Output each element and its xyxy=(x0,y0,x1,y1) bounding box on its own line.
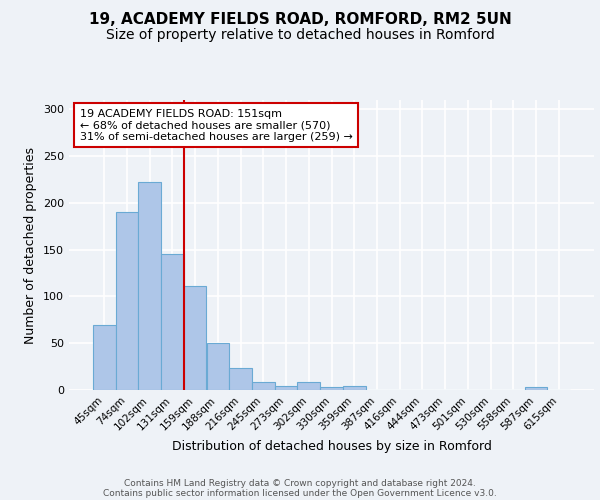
Bar xyxy=(343,386,365,390)
Bar xyxy=(298,382,320,390)
Bar xyxy=(320,387,343,390)
Bar xyxy=(229,368,252,390)
X-axis label: Distribution of detached houses by size in Romford: Distribution of detached houses by size … xyxy=(172,440,491,453)
Bar xyxy=(524,387,547,390)
Bar xyxy=(161,254,184,390)
Bar xyxy=(116,212,139,390)
Text: Size of property relative to detached houses in Romford: Size of property relative to detached ho… xyxy=(106,28,494,42)
Bar xyxy=(275,386,298,390)
Bar xyxy=(206,343,229,390)
Bar xyxy=(184,286,206,390)
Bar xyxy=(139,182,161,390)
Text: Contains public sector information licensed under the Open Government Licence v3: Contains public sector information licen… xyxy=(103,488,497,498)
Text: 19 ACADEMY FIELDS ROAD: 151sqm
← 68% of detached houses are smaller (570)
31% of: 19 ACADEMY FIELDS ROAD: 151sqm ← 68% of … xyxy=(79,108,352,142)
Bar xyxy=(93,324,116,390)
Bar xyxy=(252,382,275,390)
Text: 19, ACADEMY FIELDS ROAD, ROMFORD, RM2 5UN: 19, ACADEMY FIELDS ROAD, ROMFORD, RM2 5U… xyxy=(89,12,511,28)
Y-axis label: Number of detached properties: Number of detached properties xyxy=(25,146,37,344)
Text: Contains HM Land Registry data © Crown copyright and database right 2024.: Contains HM Land Registry data © Crown c… xyxy=(124,478,476,488)
